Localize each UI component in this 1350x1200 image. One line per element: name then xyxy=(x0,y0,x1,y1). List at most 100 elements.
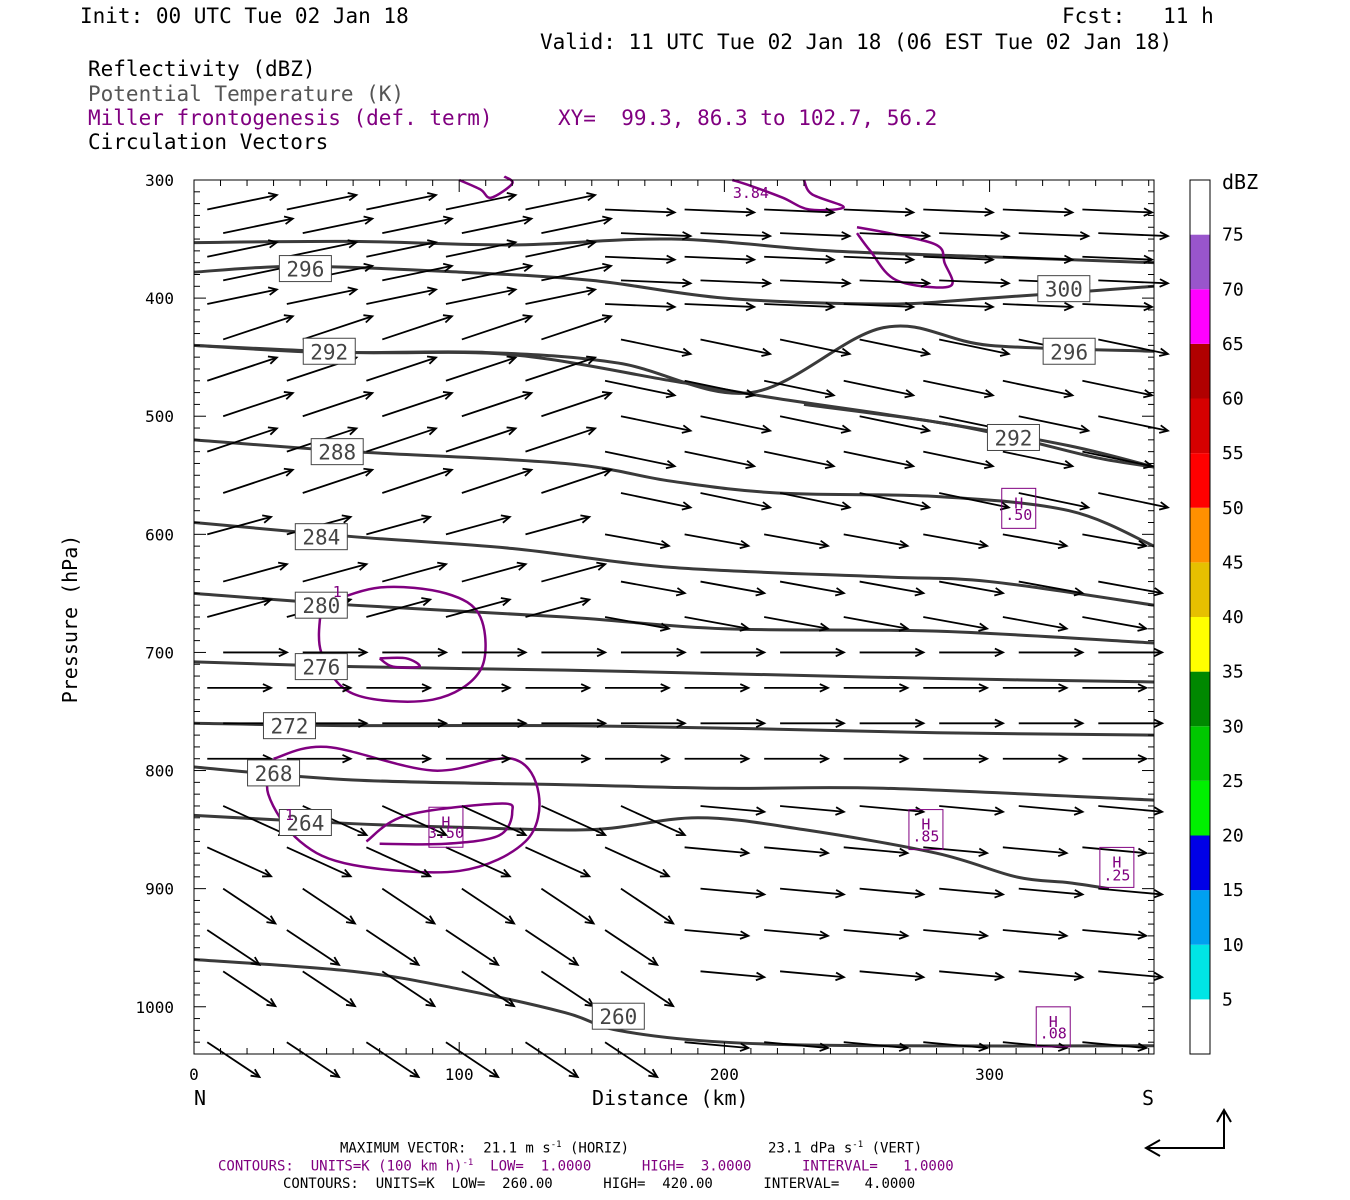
vector-arrowhead xyxy=(1073,889,1085,899)
vector-arrowhead xyxy=(898,930,910,940)
colorbar-segment xyxy=(1190,780,1210,836)
vector-arrowhead xyxy=(427,192,439,202)
vector-arrowhead xyxy=(840,424,852,434)
vector-arrow xyxy=(366,427,437,453)
theta-label: 268 xyxy=(255,762,293,786)
vector-arrow xyxy=(1002,208,1073,214)
vector-arrow xyxy=(206,929,260,966)
field-vectors: Circulation Vectors xyxy=(88,130,329,154)
theta-label: 276 xyxy=(302,656,340,680)
vector-arrow xyxy=(1098,232,1168,237)
vector-arrow xyxy=(1098,887,1163,896)
colorbar-segment xyxy=(1190,835,1210,891)
vector-arrow xyxy=(843,255,914,261)
vector-arrow xyxy=(684,379,755,397)
vector-arrow xyxy=(859,415,930,432)
vector-arrow xyxy=(222,217,293,235)
vector-arrowhead xyxy=(586,239,598,249)
theta-label-box xyxy=(294,653,348,681)
vector-arrowhead xyxy=(1159,278,1171,288)
vector-arrow xyxy=(1098,338,1169,355)
vector-arrow xyxy=(525,516,590,536)
vector-arrowhead xyxy=(1063,389,1075,399)
vector-arrowhead xyxy=(983,460,995,470)
vector-arrowhead xyxy=(1153,971,1165,982)
vector-arrowhead xyxy=(580,514,592,524)
vector-arrow xyxy=(445,356,516,382)
vector-arrow xyxy=(779,580,845,595)
vector-arrowhead xyxy=(409,1068,421,1079)
vector-arrowhead xyxy=(586,286,598,296)
vector-arrow xyxy=(525,241,596,258)
vector-arrowhead xyxy=(745,460,757,470)
colorbar-tick-label: 15 xyxy=(1222,880,1244,901)
vector-arrowhead xyxy=(1073,587,1085,597)
vector-arrowhead xyxy=(266,997,278,1008)
vector-arrowhead xyxy=(904,301,916,312)
vector-arrow xyxy=(764,929,829,937)
vector-arrowhead xyxy=(426,426,438,436)
theta-label: 280 xyxy=(302,594,340,618)
vector-arrow xyxy=(366,241,437,258)
vector-arrowhead xyxy=(666,301,677,312)
vector-arrow xyxy=(461,805,527,836)
vector-arrowhead xyxy=(517,647,528,658)
vector-arrow xyxy=(1082,1041,1147,1049)
vector-arrowhead xyxy=(659,539,671,550)
vector-arrowhead xyxy=(676,718,687,728)
vector-arrowhead xyxy=(681,347,693,357)
y-tick-label: 300 xyxy=(145,171,174,190)
theta-contour xyxy=(193,765,1155,802)
vector-arrowhead xyxy=(1058,754,1069,764)
vector-arrowhead xyxy=(506,426,518,436)
vector-arrowhead xyxy=(345,997,357,1008)
vector-arrow xyxy=(541,217,612,235)
colorbar-tick-label: 75 xyxy=(1222,225,1244,246)
vector-arrow xyxy=(222,468,294,494)
vector-arrowhead xyxy=(819,539,831,550)
vector-arrowhead xyxy=(978,754,990,764)
fronto-label: 3.50 xyxy=(428,824,464,842)
colorbar-tick-label: 40 xyxy=(1222,607,1244,628)
vector-arrow xyxy=(764,255,834,261)
vector-arrow xyxy=(445,516,510,536)
vector-arrow xyxy=(207,598,272,618)
vector-arrow xyxy=(843,379,914,397)
vector-arrowhead xyxy=(1057,622,1069,632)
vector-arrowhead xyxy=(363,467,375,477)
vector-arrowhead xyxy=(920,424,932,434)
vector-arrowhead xyxy=(835,718,846,728)
theta-label: 264 xyxy=(286,812,324,836)
y-tick-label: 400 xyxy=(145,289,174,308)
theta-label-box xyxy=(1037,275,1091,303)
fronto-contour xyxy=(378,656,422,669)
vector-arrow xyxy=(604,846,670,878)
vector-arrowhead xyxy=(409,956,421,966)
vector-arrow xyxy=(286,288,357,305)
vector-arrow xyxy=(700,580,765,595)
vector-arrow xyxy=(700,232,771,237)
vector-arrow xyxy=(859,338,930,355)
vector-arrowhead xyxy=(1057,847,1069,858)
vector-arrow xyxy=(1082,255,1153,261)
vector-arrowhead xyxy=(266,915,278,925)
vector-arrowhead xyxy=(745,254,757,265)
vector-arrowhead xyxy=(580,754,592,764)
vector-arrow xyxy=(605,255,675,261)
vector-arrowhead xyxy=(516,827,528,837)
vector-arrow xyxy=(206,1041,260,1078)
vector-arrowhead xyxy=(978,622,990,632)
vector-arrowhead xyxy=(665,389,677,399)
vector-arrowhead xyxy=(601,391,614,400)
vector-arrowhead xyxy=(660,754,671,764)
vector-arrowhead xyxy=(745,207,757,217)
vector-arrowhead xyxy=(580,597,592,607)
vector-arrowhead xyxy=(363,391,375,400)
vector-arrowhead xyxy=(994,971,1006,982)
vector-arrowhead xyxy=(999,501,1011,511)
vector-arrowhead xyxy=(267,239,279,249)
vector-arrowhead xyxy=(421,868,433,878)
vector-arrowhead xyxy=(522,262,534,273)
vector-arrowhead xyxy=(442,467,454,477)
forecast-hour: Fcst: 11 h xyxy=(1062,4,1214,28)
